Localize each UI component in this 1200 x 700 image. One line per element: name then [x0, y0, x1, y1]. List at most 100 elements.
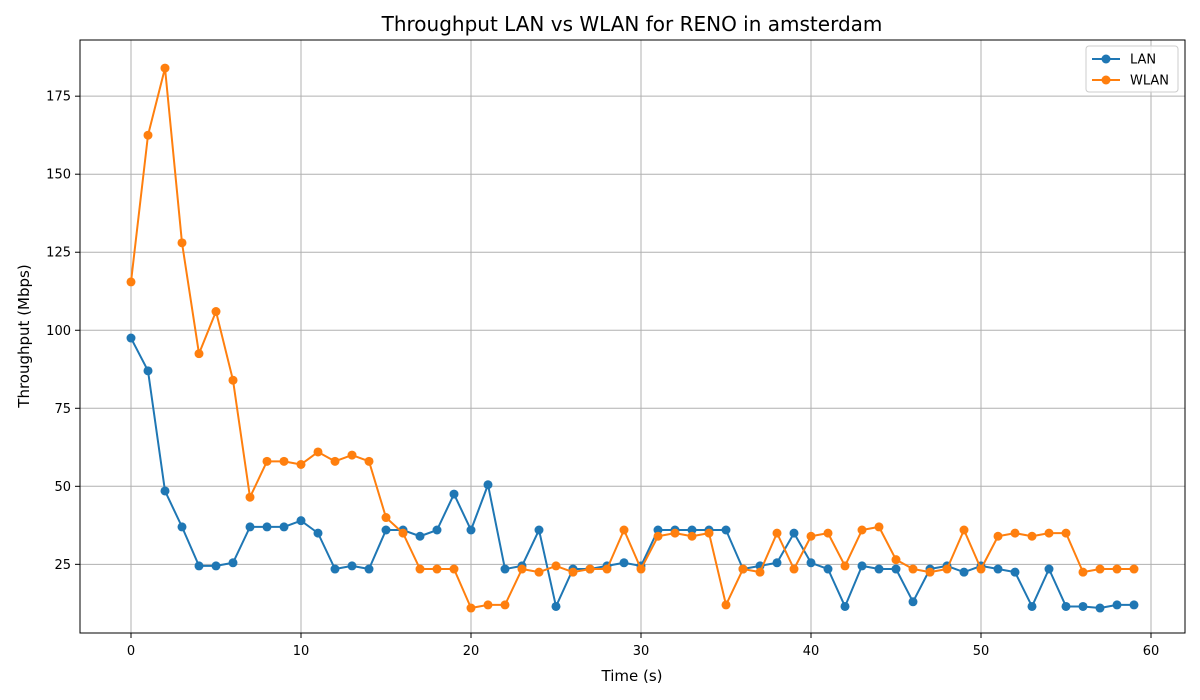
data-point-wlan — [194, 349, 204, 359]
legend-label-wlan: WLAN — [1130, 74, 1169, 89]
x-tick-label: 20 — [463, 644, 480, 659]
data-point-lan — [1078, 601, 1088, 611]
data-point-wlan — [738, 564, 748, 574]
data-point-lan — [160, 486, 170, 496]
data-point-wlan — [789, 564, 799, 574]
data-point-lan — [347, 561, 357, 571]
data-point-lan — [1061, 601, 1071, 611]
y-axis-label: Throughput (Mbps) — [15, 264, 33, 408]
data-point-wlan — [228, 375, 238, 385]
data-point-lan — [245, 522, 255, 532]
y-tick-label: 175 — [46, 90, 71, 105]
data-point-wlan — [1010, 528, 1020, 538]
data-point-wlan — [551, 561, 561, 571]
series-lan — [126, 333, 1139, 613]
data-point-lan — [772, 558, 782, 568]
legend-marker-wlan — [1101, 75, 1111, 85]
data-point-lan — [313, 528, 323, 538]
data-point-lan — [840, 601, 850, 611]
data-point-lan — [857, 561, 867, 571]
data-point-wlan — [704, 528, 714, 538]
data-point-wlan — [772, 528, 782, 538]
data-point-wlan — [687, 531, 697, 541]
data-point-lan — [721, 525, 731, 535]
y-tick-label: 125 — [46, 246, 71, 261]
data-point-lan — [126, 333, 136, 343]
data-point-lan — [993, 564, 1003, 574]
x-tick-label: 10 — [293, 644, 310, 659]
data-point-lan — [381, 525, 391, 535]
data-point-wlan — [721, 600, 731, 610]
data-point-wlan — [432, 564, 442, 574]
data-point-wlan — [1112, 564, 1122, 574]
legend-marker-lan — [1101, 54, 1111, 64]
data-point-wlan — [245, 492, 255, 502]
data-point-wlan — [279, 456, 289, 466]
data-point-wlan — [653, 531, 663, 541]
data-point-wlan — [160, 63, 170, 73]
data-point-lan — [500, 564, 510, 574]
data-point-lan — [619, 558, 629, 568]
data-point-wlan — [823, 528, 833, 538]
x-tick-label: 50 — [973, 644, 990, 659]
x-tick-label: 30 — [633, 644, 650, 659]
y-tick-label: 75 — [54, 402, 71, 417]
data-point-wlan — [483, 600, 493, 610]
data-point-wlan — [670, 528, 680, 538]
data-point-wlan — [347, 450, 357, 460]
data-point-lan — [534, 525, 544, 535]
data-point-lan — [1027, 601, 1037, 611]
data-point-wlan — [942, 564, 952, 574]
data-point-wlan — [976, 564, 986, 574]
data-point-wlan — [143, 130, 153, 140]
data-point-wlan — [585, 564, 595, 574]
y-tick-label: 50 — [54, 480, 71, 495]
data-point-wlan — [1078, 567, 1088, 577]
data-point-wlan — [296, 459, 306, 469]
data-point-wlan — [500, 600, 510, 610]
data-point-lan — [551, 601, 561, 611]
data-point-wlan — [364, 456, 374, 466]
data-point-lan — [653, 525, 663, 535]
data-point-wlan — [993, 531, 1003, 541]
data-point-wlan — [449, 564, 459, 574]
data-point-lan — [874, 564, 884, 574]
data-point-lan — [1129, 600, 1139, 610]
data-point-wlan — [466, 603, 476, 613]
y-axis: 25 50 75 100 125 150 175 — [46, 90, 80, 573]
x-tick-label: 40 — [803, 644, 820, 659]
data-point-lan — [959, 567, 969, 577]
y-tick-label: 100 — [46, 324, 71, 339]
data-point-lan — [483, 480, 493, 490]
data-point-wlan — [568, 567, 578, 577]
data-point-lan — [194, 561, 204, 571]
data-point-lan — [228, 558, 238, 568]
y-tick-label: 150 — [46, 168, 71, 183]
data-point-wlan — [398, 528, 408, 538]
data-point-wlan — [534, 567, 544, 577]
data-point-wlan — [1027, 531, 1037, 541]
data-point-lan — [908, 597, 918, 607]
data-point-lan — [262, 522, 272, 532]
legend: LAN WLAN — [1085, 45, 1179, 93]
data-point-wlan — [1095, 564, 1105, 574]
data-point-lan — [1044, 564, 1054, 574]
grid-lines — [80, 40, 1185, 633]
data-point-wlan — [619, 525, 629, 535]
data-point-wlan — [330, 456, 340, 466]
data-point-wlan — [908, 564, 918, 574]
data-point-lan — [211, 561, 221, 571]
series-layer — [126, 63, 1139, 613]
data-point-wlan — [806, 531, 816, 541]
data-point-lan — [806, 558, 816, 568]
x-axis-label: Time (s) — [601, 667, 663, 685]
data-point-lan — [364, 564, 374, 574]
legend-label-lan: LAN — [1130, 53, 1156, 68]
data-point-wlan — [1044, 528, 1054, 538]
data-point-lan — [789, 528, 799, 538]
data-point-lan — [415, 531, 425, 541]
data-point-wlan — [755, 567, 765, 577]
data-point-wlan — [925, 567, 935, 577]
data-point-lan — [432, 525, 442, 535]
